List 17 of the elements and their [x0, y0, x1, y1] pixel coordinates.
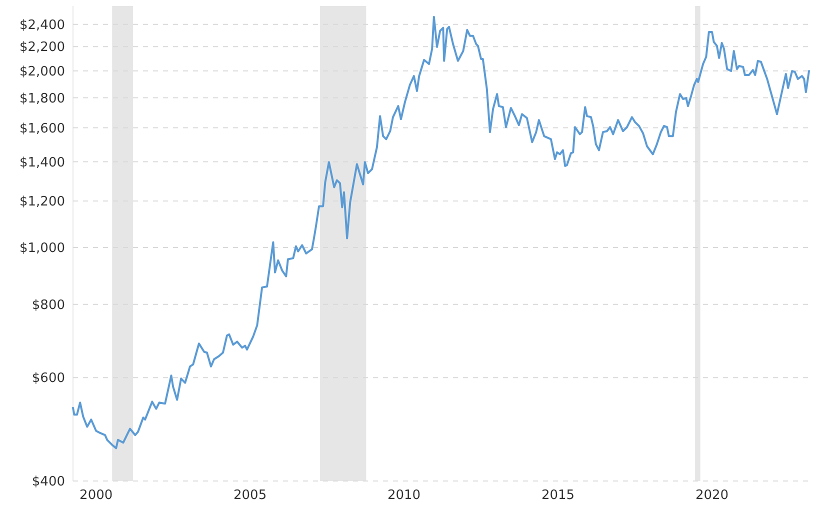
y-tick-label: $2,200 — [20, 40, 65, 56]
y-tick-label: $400 — [32, 474, 65, 490]
y-tick-label: $2,400 — [20, 18, 65, 33]
x-tick-label: 2000 — [80, 488, 113, 503]
y-tick-label: $600 — [32, 371, 65, 386]
y-tick-label: $1,200 — [20, 194, 65, 210]
y-tick-label: $800 — [32, 298, 65, 313]
x-tick-label: 2010 — [388, 488, 421, 503]
x-tick-label: 2005 — [234, 488, 267, 503]
y-tick-label: $1,400 — [20, 155, 65, 170]
x-tick-label: 2015 — [541, 488, 575, 503]
y-tick-label: $1,800 — [20, 91, 65, 106]
y-tick-label: $2,000 — [20, 64, 65, 80]
x-tick-label: 2020 — [695, 488, 729, 503]
y-tick-label: $1,000 — [20, 241, 65, 256]
line-series — [72, 16, 810, 450]
y-tick-label: $1,600 — [20, 121, 65, 136]
